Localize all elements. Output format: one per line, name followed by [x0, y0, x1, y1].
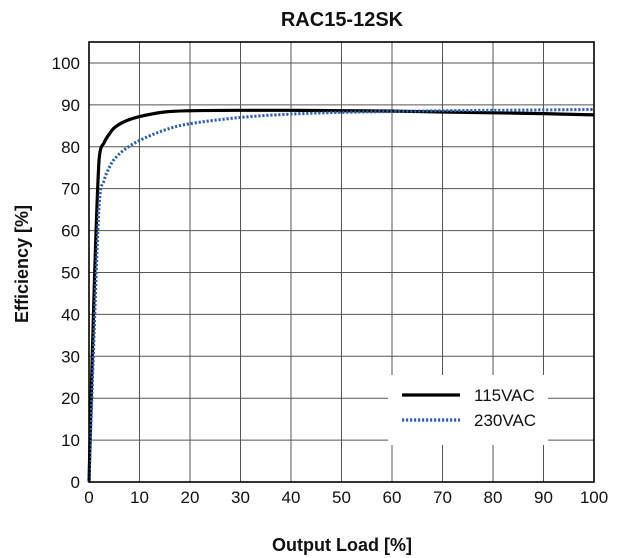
x-tick-label: 90 [534, 488, 553, 507]
x-tick-label: 30 [231, 488, 250, 507]
x-tick-label: 50 [332, 488, 351, 507]
x-tick-label: 10 [130, 488, 149, 507]
y-tick-label: 80 [61, 138, 80, 157]
x-axis-label: Output Load [%] [272, 535, 412, 555]
plot-frame [88, 41, 595, 483]
chart-title: RAC15-12SK [281, 9, 404, 31]
legend: 115VAC 230VAC [388, 375, 548, 445]
y-tick-label: 100 [52, 54, 80, 73]
y-tick-label: 10 [61, 431, 80, 450]
y-tick-label: 70 [61, 180, 80, 199]
x-tick-label: 70 [433, 488, 452, 507]
x-tick-label: 80 [484, 488, 503, 507]
series-lines [87, 107, 595, 483]
y-tick-label: 30 [61, 347, 80, 366]
x-tick-label: 40 [282, 488, 301, 507]
x-tick-label: 20 [181, 488, 200, 507]
y-tick-label: 0 [71, 473, 80, 492]
legend-label-115vac: 115VAC [474, 386, 535, 405]
tick-labels: 0 10 20 30 40 50 60 70 80 90 100 0 10 20 30 40 50 60 70 80 9… [52, 54, 609, 507]
y-tick-label: 90 [61, 96, 80, 115]
y-tick-label: 60 [61, 222, 80, 241]
x-tick-label: 100 [580, 488, 608, 507]
legend-label-230vac: 230VAC [474, 411, 536, 430]
legend-box [388, 375, 548, 445]
x-tick-label: 60 [383, 488, 402, 507]
y-tick-label: 50 [61, 263, 80, 282]
y-axis-label: Efficiency [%] [12, 205, 32, 323]
x-tick-label: 0 [84, 488, 93, 507]
y-tick-label: 20 [61, 389, 80, 408]
y-tick-label: 40 [61, 305, 80, 324]
series-line-230vac [87, 107, 595, 483]
